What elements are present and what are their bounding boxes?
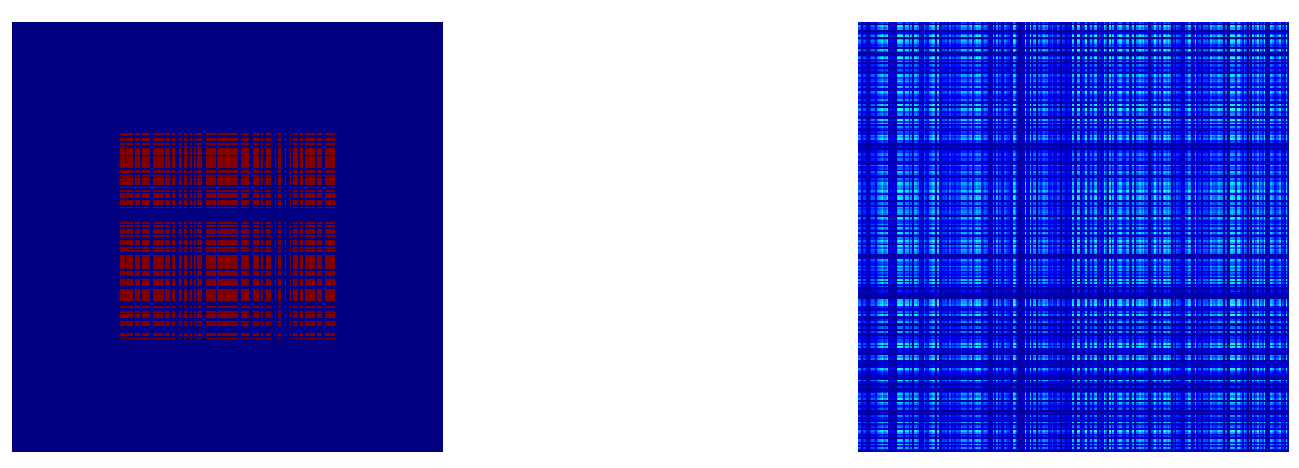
heatmap-left-canvas <box>12 22 443 452</box>
heatmap-right-canvas <box>858 22 1289 452</box>
heatmap-left <box>12 22 443 452</box>
heatmap-right <box>858 22 1289 452</box>
